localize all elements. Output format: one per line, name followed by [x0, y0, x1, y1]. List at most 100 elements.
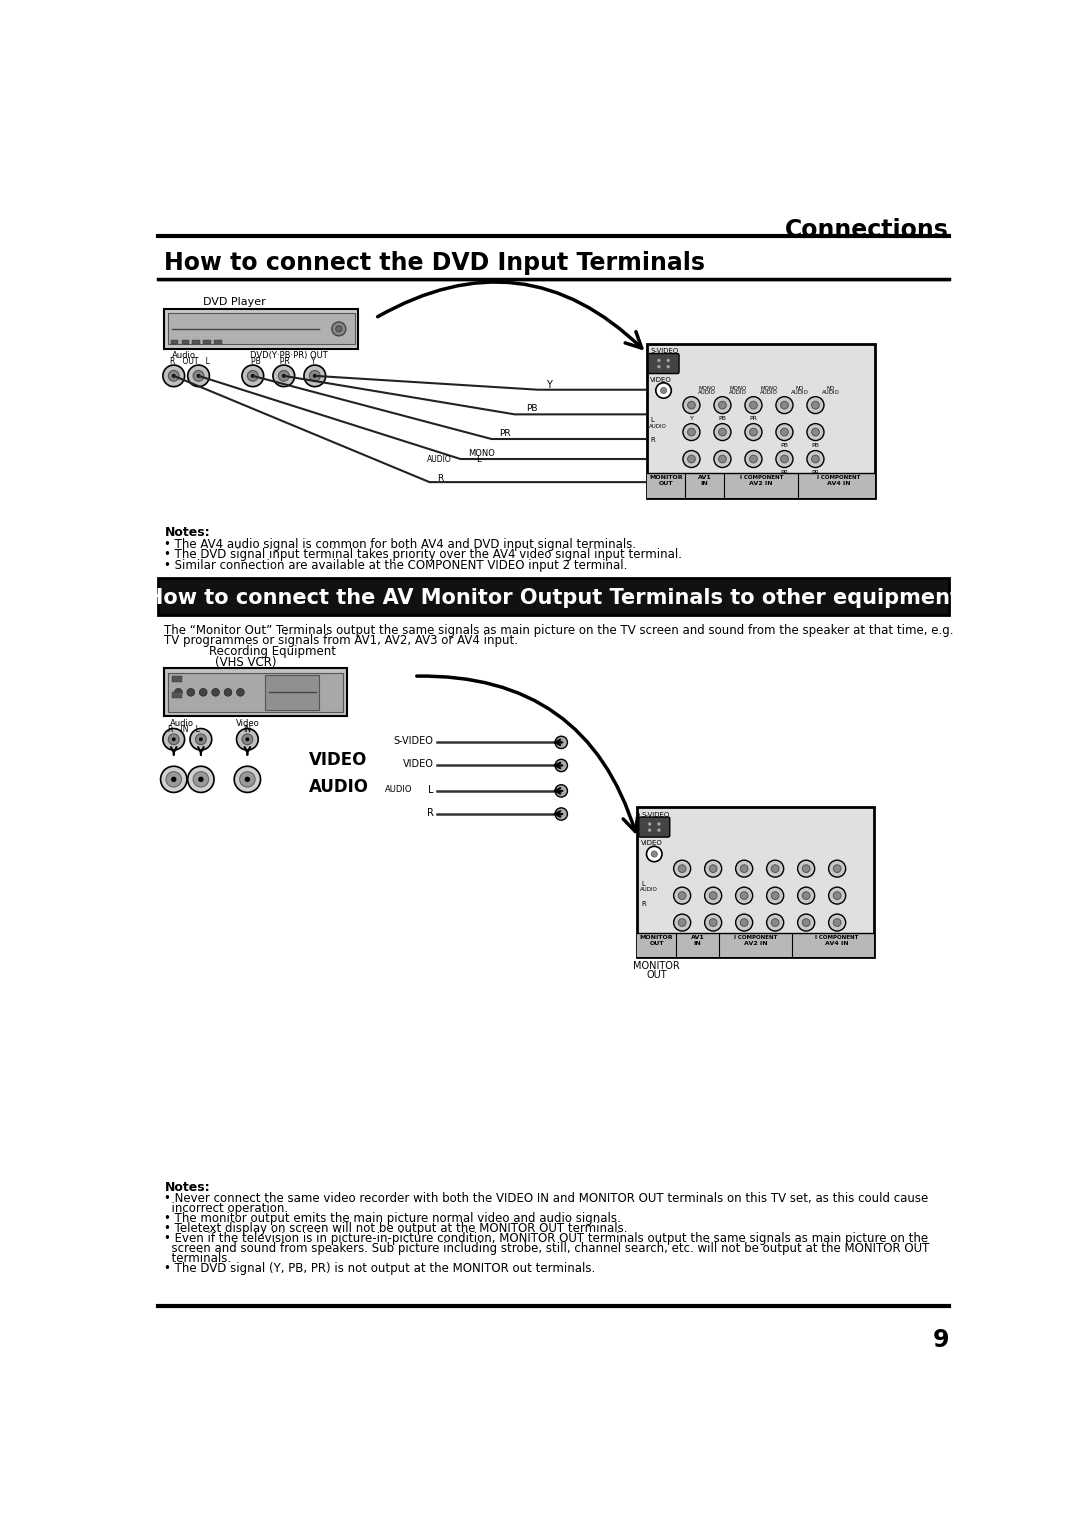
Text: R   IN   L: R IN L: [167, 724, 200, 733]
Text: How to connect the AV Monitor Output Terminals to other equipment: How to connect the AV Monitor Output Ter…: [147, 588, 960, 608]
Text: AUDIO: AUDIO: [639, 888, 658, 892]
Circle shape: [735, 914, 753, 931]
Text: • Similar connection are available at the COMPONENT VIDEO input 2 terminal.: • Similar connection are available at th…: [164, 559, 627, 571]
Circle shape: [807, 423, 824, 440]
Text: AV1: AV1: [691, 935, 704, 940]
Text: screen and sound from speakers. Sub picture including strobe, still, channel sea: screen and sound from speakers. Sub pict…: [164, 1242, 930, 1254]
Text: S-VIDEO: S-VIDEO: [642, 811, 670, 817]
Circle shape: [798, 888, 814, 905]
Text: L: L: [650, 417, 654, 423]
Text: TV programmes or signals from AV1, AV2, AV3 or AV4 input.: TV programmes or signals from AV1, AV2, …: [164, 634, 518, 646]
Circle shape: [651, 851, 658, 857]
FancyBboxPatch shape: [637, 807, 874, 957]
Text: The “Monitor Out” Terminals output the same signals as main picture on the TV sc: The “Monitor Out” Terminals output the s…: [164, 623, 954, 637]
Circle shape: [802, 918, 810, 926]
Circle shape: [658, 365, 661, 368]
Text: terminals.: terminals.: [164, 1251, 231, 1265]
Text: Audio: Audio: [170, 718, 194, 727]
FancyBboxPatch shape: [214, 339, 221, 344]
Text: AUDIO: AUDIO: [649, 423, 666, 428]
Circle shape: [658, 359, 661, 362]
Circle shape: [193, 370, 204, 382]
Circle shape: [714, 423, 731, 440]
Circle shape: [237, 729, 258, 750]
Text: R: R: [437, 474, 444, 483]
Circle shape: [197, 374, 201, 377]
Text: VIDEO: VIDEO: [309, 752, 368, 769]
Circle shape: [195, 733, 206, 744]
Text: PR: PR: [750, 416, 757, 420]
Circle shape: [200, 689, 207, 697]
Text: OUT: OUT: [646, 970, 666, 979]
Circle shape: [648, 828, 651, 831]
Text: PB: PB: [811, 443, 820, 448]
Circle shape: [168, 733, 179, 744]
Circle shape: [175, 689, 183, 697]
Circle shape: [303, 365, 326, 387]
Circle shape: [704, 888, 721, 905]
Circle shape: [740, 892, 748, 900]
Circle shape: [187, 689, 194, 697]
Text: • The AV4 audio signal is common for both AV4 and DVD input signal terminals.: • The AV4 audio signal is common for bot…: [164, 538, 636, 550]
Circle shape: [336, 325, 342, 332]
Text: MONITOR: MONITOR: [633, 961, 680, 972]
Circle shape: [834, 865, 841, 872]
Circle shape: [282, 374, 286, 377]
Circle shape: [555, 736, 567, 749]
Circle shape: [811, 455, 820, 463]
Circle shape: [688, 428, 696, 435]
Text: VIDEO: VIDEO: [403, 759, 433, 769]
Circle shape: [658, 822, 661, 825]
Circle shape: [828, 888, 846, 905]
Circle shape: [683, 397, 700, 414]
FancyBboxPatch shape: [164, 668, 347, 717]
Text: R: R: [427, 808, 433, 817]
Circle shape: [273, 365, 295, 387]
FancyBboxPatch shape: [172, 692, 181, 698]
Circle shape: [798, 860, 814, 877]
Text: Notes:: Notes:: [164, 1181, 211, 1193]
Circle shape: [771, 865, 779, 872]
Text: L: L: [476, 455, 481, 465]
Circle shape: [666, 365, 670, 368]
Circle shape: [225, 689, 232, 697]
Circle shape: [163, 365, 185, 387]
Circle shape: [740, 918, 748, 926]
Text: AUDIO: AUDIO: [698, 391, 716, 396]
Circle shape: [251, 374, 255, 377]
Text: NO: NO: [827, 387, 835, 391]
Text: MONITOR: MONITOR: [639, 935, 674, 940]
Circle shape: [750, 455, 757, 463]
Circle shape: [718, 428, 727, 435]
Circle shape: [648, 822, 651, 825]
Text: PB        PR         Y: PB PR Y: [252, 358, 316, 367]
Text: VIDEO: VIDEO: [642, 840, 663, 847]
Text: • The monitor output emits the main picture normal video and audio signals.: • The monitor output emits the main pict…: [164, 1212, 621, 1225]
Text: AUDIO: AUDIO: [427, 455, 451, 465]
Text: OUT: OUT: [649, 941, 664, 946]
FancyBboxPatch shape: [164, 309, 359, 348]
Circle shape: [740, 865, 748, 872]
Text: R: R: [642, 902, 646, 908]
Circle shape: [555, 808, 567, 821]
Circle shape: [802, 892, 810, 900]
Text: IN: IN: [693, 941, 702, 946]
FancyBboxPatch shape: [203, 339, 211, 344]
FancyBboxPatch shape: [181, 339, 189, 344]
Circle shape: [678, 865, 686, 872]
Circle shape: [647, 847, 662, 862]
Text: S-VIDEO: S-VIDEO: [650, 348, 678, 354]
Text: PB: PB: [526, 405, 538, 414]
Circle shape: [811, 402, 820, 410]
Circle shape: [710, 892, 717, 900]
Text: I COMPONENT: I COMPONENT: [816, 475, 861, 480]
FancyBboxPatch shape: [647, 472, 875, 498]
Text: AV2 IN: AV2 IN: [744, 941, 768, 946]
Circle shape: [166, 772, 181, 787]
Text: Connections: Connections: [785, 219, 948, 241]
Circle shape: [199, 738, 203, 741]
FancyBboxPatch shape: [172, 677, 181, 683]
Text: AV1: AV1: [698, 475, 712, 480]
Circle shape: [234, 766, 260, 793]
Text: AUDIO: AUDIO: [822, 391, 840, 396]
